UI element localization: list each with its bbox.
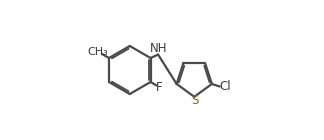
Text: S: S	[191, 94, 198, 107]
Text: F: F	[156, 81, 162, 94]
Text: NH: NH	[150, 42, 168, 55]
Text: CH₃: CH₃	[87, 47, 108, 57]
Text: Cl: Cl	[220, 80, 231, 93]
